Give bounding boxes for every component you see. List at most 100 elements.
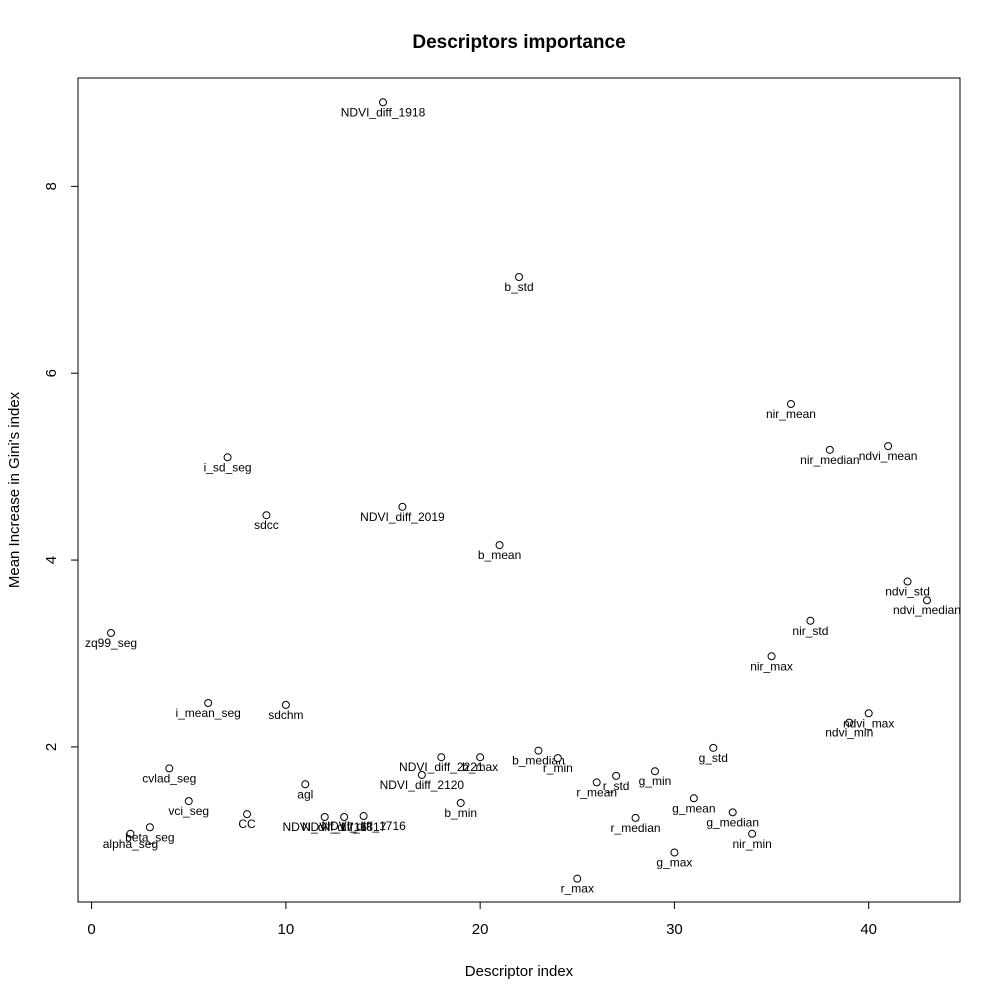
data-point	[806, 616, 815, 625]
point-label: ndvi_std	[885, 585, 930, 599]
point-label: NDVI_diff_1918	[341, 105, 426, 119]
x-tick-label: 0	[87, 921, 95, 938]
point-label: ndvi_median	[893, 603, 961, 617]
data-point	[184, 797, 193, 806]
plot-frame	[77, 77, 961, 903]
point-label: r_min	[543, 761, 573, 775]
point-label: b_mean	[478, 548, 521, 562]
data-point	[320, 812, 329, 821]
data-point	[417, 770, 426, 779]
data-point	[903, 577, 912, 586]
point-label: g_max	[656, 855, 692, 869]
point-label: NDVI_diff_2019	[360, 510, 445, 524]
data-point	[728, 808, 737, 817]
data-point	[689, 794, 698, 803]
x-tick-label: 40	[860, 921, 877, 938]
point-label: NDVI_diff_2221	[399, 760, 484, 774]
data-point	[456, 798, 465, 807]
point-label: b_max	[462, 760, 498, 774]
point-label: nir_std	[792, 624, 828, 638]
data-point	[573, 874, 582, 883]
data-point	[748, 829, 757, 838]
point-label: zq99_seg	[85, 636, 137, 650]
point-label: beta_seg	[125, 830, 174, 844]
point-label: NDVI_diff_1817	[302, 820, 387, 834]
x-axis: 0 10 20 30 40	[87, 901, 877, 938]
point-label: i_sd_seg	[204, 460, 252, 474]
data-point	[592, 778, 601, 787]
data-point	[922, 596, 931, 605]
data-point	[767, 652, 776, 661]
data-point	[786, 400, 795, 409]
point-label: cvlad_seg	[142, 771, 196, 785]
y-axis-label: Mean Increase in Gini's index	[6, 391, 23, 588]
point-label: nir_mean	[766, 407, 816, 421]
point-label: nir_max	[750, 659, 793, 673]
point-label: NDVI_diff_1716	[282, 820, 367, 834]
data-point	[223, 453, 232, 462]
point-label: r_std	[603, 779, 630, 793]
chart-title: Descriptors importance	[412, 32, 625, 53]
data-point	[553, 754, 562, 763]
x-axis-label: Descriptor index	[465, 963, 574, 980]
point-label: NDVI_diff_1716	[321, 819, 406, 833]
point-label: b_min	[444, 806, 477, 820]
data-point	[301, 780, 310, 789]
data-point	[845, 718, 854, 727]
point-label: agl	[297, 787, 313, 801]
data-point	[612, 771, 621, 780]
y-tick-label: 2	[43, 743, 60, 751]
x-tick-label: 20	[472, 921, 489, 938]
point-label: ndvi_max	[843, 716, 894, 730]
point-label: r_median	[611, 821, 661, 835]
point-label: g_std	[699, 751, 728, 765]
data-point	[204, 699, 213, 708]
data-point	[437, 753, 446, 762]
data-point	[650, 767, 659, 776]
data-point	[398, 502, 407, 511]
data-point	[262, 511, 271, 520]
y-tick-label: 6	[43, 369, 60, 377]
point-label: r_max	[561, 882, 594, 896]
point-label: nir_median	[800, 453, 859, 467]
data-point	[495, 541, 504, 550]
data-point	[379, 98, 388, 107]
data-point	[709, 743, 718, 752]
point-label: r_mean	[576, 785, 617, 799]
y-tick-label: 8	[43, 182, 60, 190]
data-point	[534, 746, 543, 755]
data-point	[825, 445, 834, 454]
x-tick-label: 30	[666, 921, 683, 938]
data-point	[515, 272, 523, 281]
point-label: nir_min	[732, 837, 771, 851]
point-label: vci_seg	[168, 804, 209, 818]
point-label: g_median	[706, 815, 759, 829]
point-label: NDVI_diff_2120	[380, 778, 465, 792]
y-axis: 2 4 6 8	[43, 182, 79, 751]
point-label: i_mean_seg	[175, 706, 240, 720]
data-point	[145, 823, 154, 832]
data-point	[281, 700, 290, 709]
x-tick-label: 10	[278, 921, 295, 938]
data-point	[476, 753, 485, 762]
data-point	[340, 812, 349, 821]
point-label: ndvi_mean	[859, 449, 918, 463]
y-tick-label: 4	[43, 556, 60, 564]
data-point	[884, 442, 893, 451]
point-label: b_std	[504, 280, 533, 294]
point-label: b_median	[512, 754, 565, 768]
point-label: alpha_seg	[103, 837, 158, 851]
point-label: sdchm	[268, 708, 303, 722]
point-label: ndvi_min	[825, 726, 873, 740]
data-point	[126, 829, 135, 838]
data-point	[864, 709, 873, 718]
data-point	[670, 848, 679, 857]
point-label: sdcc	[254, 518, 279, 532]
data-point	[107, 628, 116, 637]
data-point	[165, 764, 174, 773]
data-point	[359, 812, 368, 821]
point-label: g_mean	[672, 801, 715, 815]
point-label: CC	[238, 817, 256, 831]
